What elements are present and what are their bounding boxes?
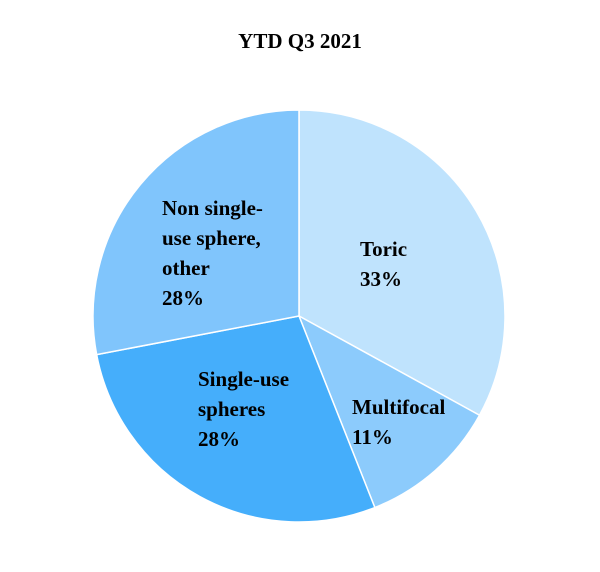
pie-slice-multifocal — [297, 314, 481, 509]
slice-label-line: Multifocal — [352, 395, 445, 419]
pie-slice-non-single-use-sphere-other — [92, 109, 300, 356]
slice-label-line: 28% — [162, 286, 204, 310]
slice-label-line: other — [162, 256, 210, 280]
pie-slices — [92, 109, 506, 523]
slice-label-line: Non single- — [162, 196, 263, 220]
slice-label: Multifocal 11% — [352, 395, 445, 449]
slice-label-line: 28% — [198, 427, 240, 451]
slice-label-line: 33% — [360, 267, 402, 291]
slice-label-line: Toric — [360, 237, 407, 261]
slice-label: Single-use spheres 28% — [198, 367, 289, 451]
slice-label-line: use sphere, — [162, 226, 261, 250]
pie-slice-toric — [298, 109, 506, 417]
slice-label-line: spheres — [198, 397, 265, 421]
slice-label: Toric 33% — [360, 237, 407, 291]
slice-label-line: 11% — [352, 425, 393, 449]
pie-slice-single-use-spheres — [95, 315, 376, 523]
chart-title: YTD Q3 2021 — [238, 29, 362, 53]
slice-label-line: Single-use — [198, 367, 289, 391]
slice-label: Non single-use sphere, other 28% — [162, 196, 263, 310]
pie-labels: Toric 33% Multifocal 11% Single-use spheres 28… — [162, 196, 445, 451]
